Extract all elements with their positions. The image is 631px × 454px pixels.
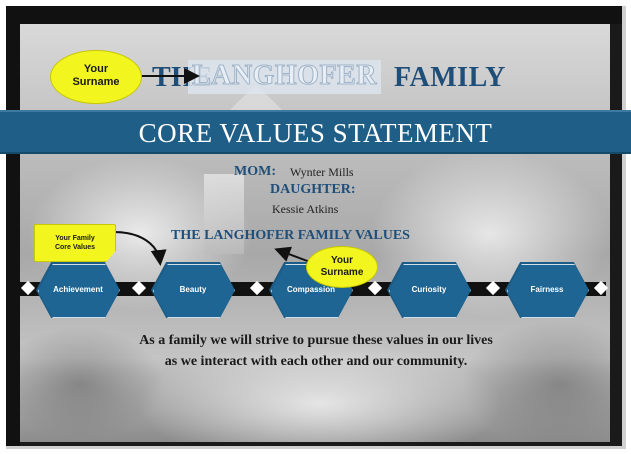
banner-text: CORE VALUES STATEMENT (138, 118, 493, 148)
family-statement: As a family we will strive to pursue the… (80, 330, 552, 374)
callout-left-line-2: Core Values (54, 244, 96, 251)
value-hexagon: Curiosity (387, 262, 471, 318)
callout-top-line-2: Surname (72, 76, 120, 88)
value-label: Compassion (286, 285, 335, 294)
value-hexagon-inner (389, 264, 471, 318)
surname-placeholder: LANGHOFER (188, 60, 381, 94)
surname-callout-top: Your Surname (50, 50, 142, 104)
mom-label: MOM: (234, 164, 276, 179)
value-hexagon-inner (153, 264, 235, 318)
poster-edge-left (6, 6, 20, 446)
statement-line-2: as we interact with each other and our c… (164, 354, 468, 369)
family-title: THE LANGHOFER FAMILY (140, 60, 520, 96)
core-values-callout: Your Family Core Values (34, 224, 116, 262)
callout-mid-line-2: Surname (320, 267, 364, 278)
poster-edge-top (6, 6, 622, 24)
core-values-banner: CORE VALUES STATEMENT (0, 110, 631, 154)
value-hexagon: Achievement (36, 262, 120, 318)
callout-mid-line-1: Your (330, 255, 354, 266)
value-hexagon-inner (38, 264, 120, 318)
daughter-name: Kessie Atkins (272, 202, 339, 216)
mom-name: Wynter Mills (290, 165, 354, 179)
value-hexagon: Fairness (505, 262, 589, 318)
value-hexagon: Beauty (151, 262, 235, 318)
callout-top-line-1: Your (83, 63, 109, 75)
value-label: Achievement (53, 285, 103, 294)
callout-left-line-1: Your Family (55, 235, 95, 242)
surname-callout-mid: Your Surname (306, 246, 378, 288)
paper-house (204, 174, 244, 254)
daughter-label: DAUGHTER: (270, 182, 356, 197)
values-heading: THE LANGHOFER FAMILY VALUES (171, 228, 410, 243)
value-label: Curiosity (411, 285, 447, 294)
statement-line-1: As a family we will strive to pursue the… (139, 333, 493, 348)
value-label: Fairness (530, 285, 564, 294)
value-label: Beauty (179, 285, 207, 294)
title-suffix: FAMILY (394, 62, 506, 93)
family-members: MOM: Wynter Mills DAUGHTER: Kessie Atkin… (180, 164, 440, 224)
